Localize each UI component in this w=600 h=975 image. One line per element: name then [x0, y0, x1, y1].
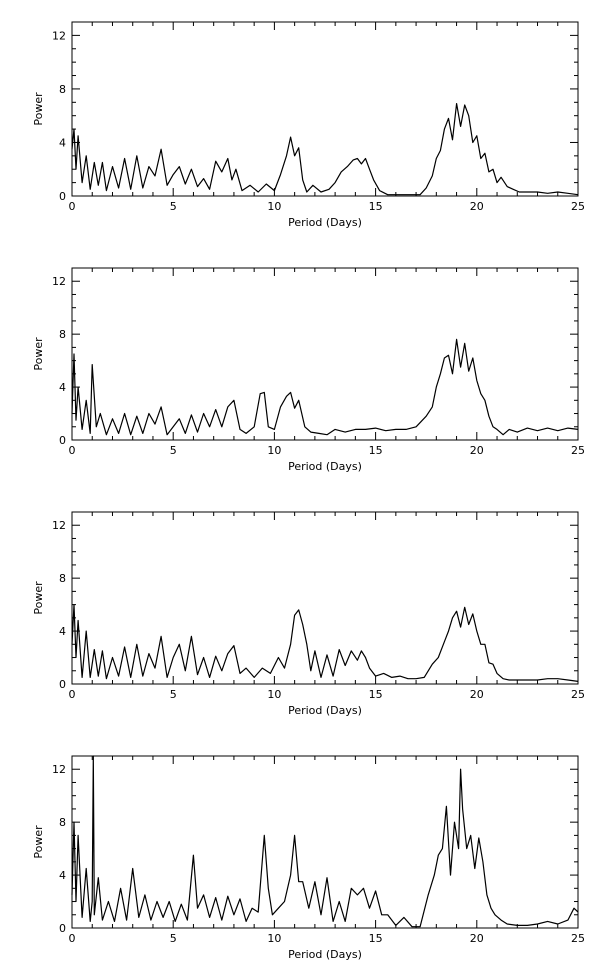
chart-panel-2: 0 5 10 15 20 25 0 4 8 12 Period (Days) Power: [32, 267, 585, 473]
y-tick-label: 0: [59, 678, 66, 691]
x-tick-label: 15: [369, 932, 383, 945]
x-tick-label: 25: [571, 444, 585, 457]
y-tick-label: 12: [52, 763, 66, 776]
plot-frame: [71, 267, 579, 441]
x-tick-label: 20: [470, 444, 484, 457]
x-tick-label: 0: [69, 444, 76, 457]
y-tick-label: 0: [59, 434, 66, 447]
y-tick-label: 8: [59, 816, 66, 829]
x-tick-label: 20: [470, 200, 484, 213]
chart-panel-3: 0 5 10 15 20 25 0 4 8 12 Period (Days) Power: [32, 511, 585, 717]
plot-frame: [71, 755, 579, 929]
x-tick-label: 15: [369, 444, 383, 457]
y-axis-title: Power: [32, 337, 45, 371]
series-line-1: [71, 755, 579, 928]
y-tick-label: 4: [59, 136, 66, 149]
plot-frame: [71, 511, 579, 685]
series-line-1: [71, 603, 579, 682]
plot-frame: [71, 21, 579, 197]
y-tick-label: 8: [59, 83, 66, 96]
y-axis-title: Power: [32, 581, 45, 615]
x-tick-label: 5: [170, 688, 177, 701]
y-tick-label: 8: [59, 328, 66, 341]
chart-panel-1: 0 5 10 15 20 25 0 4 8 12 Period (Days) Power: [32, 21, 585, 229]
x-tick-label: 15: [369, 200, 383, 213]
x-tick-label: 10: [267, 932, 281, 945]
x-tick-label: 5: [170, 200, 177, 213]
y-tick-label: 0: [59, 922, 66, 935]
x-tick-label: 10: [267, 200, 281, 213]
x-tick-label: 10: [267, 444, 281, 457]
x-axis-title: Period (Days): [288, 216, 362, 229]
x-tick-label: 15: [369, 688, 383, 701]
x-axis-title: Period (Days): [288, 704, 362, 717]
series-line-1: [71, 338, 579, 436]
x-tick-label: 20: [470, 688, 484, 701]
y-tick-label: 8: [59, 572, 66, 585]
x-tick-label: 5: [170, 444, 177, 457]
x-tick-label: 0: [69, 932, 76, 945]
x-tick-label: 25: [571, 688, 585, 701]
series-line-1: [71, 102, 579, 196]
y-tick-label: 4: [59, 869, 66, 882]
x-tick-label: 25: [571, 932, 585, 945]
y-tick-label: 12: [52, 275, 66, 288]
y-axis-title: Power: [32, 92, 45, 126]
y-tick-label: 12: [52, 519, 66, 532]
x-tick-label: 25: [571, 200, 585, 213]
x-tick-label: 0: [69, 200, 76, 213]
x-tick-label: 0: [69, 688, 76, 701]
x-tick-label: 10: [267, 688, 281, 701]
y-tick-label: 12: [52, 29, 66, 42]
x-axis-title: Period (Days): [288, 460, 362, 473]
y-tick-label: 4: [59, 625, 66, 638]
x-tick-label: 20: [470, 932, 484, 945]
y-tick-label: 0: [59, 190, 66, 203]
y-tick-label: 4: [59, 381, 66, 394]
chart-panel-4: 0 5 10 15 20 25 0 4 8 12 Period (Days) Power: [32, 755, 585, 961]
y-axis-title: Power: [32, 825, 45, 859]
x-axis-title: Period (Days): [288, 948, 362, 961]
x-tick-label: 5: [170, 932, 177, 945]
